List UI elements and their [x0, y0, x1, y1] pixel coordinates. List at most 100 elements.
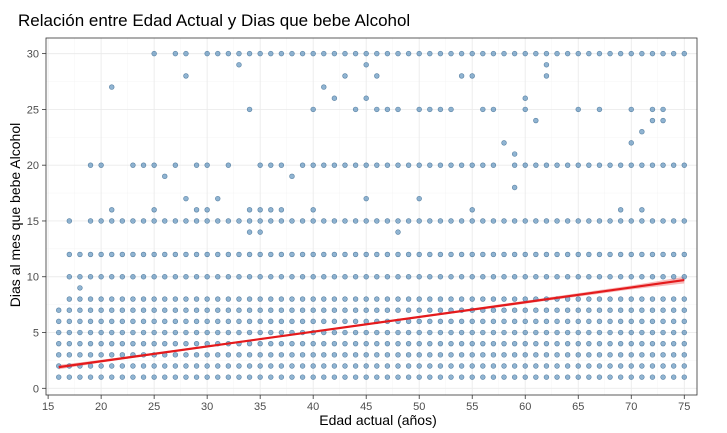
data-point	[363, 62, 369, 68]
data-point	[384, 374, 391, 380]
data-point	[564, 318, 571, 325]
data-point	[416, 218, 422, 224]
data-point	[172, 307, 179, 313]
data-point	[374, 106, 380, 113]
data-point	[617, 251, 624, 258]
data-point	[575, 374, 581, 380]
data-point	[543, 307, 550, 313]
data-point	[490, 329, 497, 336]
data-point	[511, 340, 518, 347]
data-point	[437, 374, 444, 380]
data-point	[533, 352, 539, 358]
data-point	[617, 207, 624, 213]
data-point	[607, 352, 613, 358]
data-point	[480, 318, 486, 325]
data-point	[331, 318, 338, 325]
y-tick-label: 10	[27, 272, 39, 284]
data-point	[193, 207, 200, 213]
data-point	[522, 340, 528, 347]
data-point	[352, 106, 359, 113]
x-axis-title: Edad actual (años)	[319, 412, 437, 428]
data-point	[607, 318, 613, 325]
data-point	[480, 363, 486, 369]
data-point	[511, 296, 518, 302]
data-point	[172, 251, 179, 258]
data-point	[564, 340, 571, 347]
data-point	[437, 363, 444, 369]
data-point	[575, 106, 581, 113]
data-point	[384, 329, 391, 336]
data-point	[246, 307, 253, 313]
data-point	[109, 296, 115, 302]
data-point	[140, 162, 147, 168]
data-point	[575, 329, 581, 336]
data-point	[98, 218, 104, 224]
data-point	[384, 218, 391, 224]
data-point	[352, 274, 359, 280]
data-point	[119, 374, 126, 380]
data-point	[670, 296, 677, 302]
data-point	[543, 251, 550, 258]
data-point	[660, 340, 666, 347]
data-point	[130, 307, 136, 313]
data-point	[56, 352, 62, 358]
data-point	[225, 307, 232, 313]
data-point	[162, 307, 168, 313]
data-point	[310, 106, 316, 113]
data-point	[490, 50, 497, 57]
y-tick-label: 30	[27, 49, 39, 61]
data-point	[596, 318, 603, 325]
data-point	[469, 296, 475, 302]
data-point	[670, 274, 677, 280]
data-point	[639, 340, 645, 347]
data-point	[236, 307, 242, 313]
data-point	[416, 251, 422, 258]
data-point	[352, 251, 359, 258]
data-point	[660, 106, 666, 113]
data-point	[427, 307, 433, 313]
data-point	[670, 307, 677, 313]
data-point	[617, 50, 624, 57]
data-point	[140, 274, 147, 280]
data-point	[268, 50, 274, 57]
data-point	[395, 251, 401, 258]
data-point	[331, 307, 338, 313]
data-point	[374, 363, 380, 369]
data-point	[596, 162, 603, 168]
data-point	[628, 140, 634, 146]
data-point	[268, 218, 274, 224]
data-point	[299, 318, 306, 325]
data-point	[395, 50, 401, 57]
data-point	[119, 318, 126, 325]
data-point	[501, 374, 507, 380]
data-point	[257, 162, 263, 168]
data-point	[193, 352, 200, 358]
data-point	[268, 329, 274, 336]
data-point	[225, 374, 232, 380]
data-point	[352, 352, 359, 358]
data-point	[564, 352, 571, 358]
data-point	[416, 195, 422, 202]
data-point	[183, 352, 189, 358]
data-point	[151, 207, 157, 213]
data-point	[342, 162, 348, 168]
data-point	[533, 50, 539, 57]
data-point	[331, 274, 338, 280]
data-point	[480, 340, 486, 347]
data-point	[172, 329, 179, 336]
data-point	[384, 106, 391, 113]
data-point	[77, 340, 83, 347]
data-point	[416, 307, 422, 313]
data-point	[511, 184, 518, 191]
data-point	[639, 207, 645, 213]
data-point	[289, 363, 295, 369]
data-point	[575, 274, 581, 280]
data-point	[427, 162, 433, 168]
data-point	[289, 307, 295, 313]
y-axis-title: Dias al mes que bebe Alcohol	[7, 123, 23, 307]
data-point	[289, 274, 295, 280]
data-point	[681, 251, 687, 258]
data-point	[225, 329, 232, 336]
data-point	[119, 340, 126, 347]
data-point	[480, 162, 486, 168]
